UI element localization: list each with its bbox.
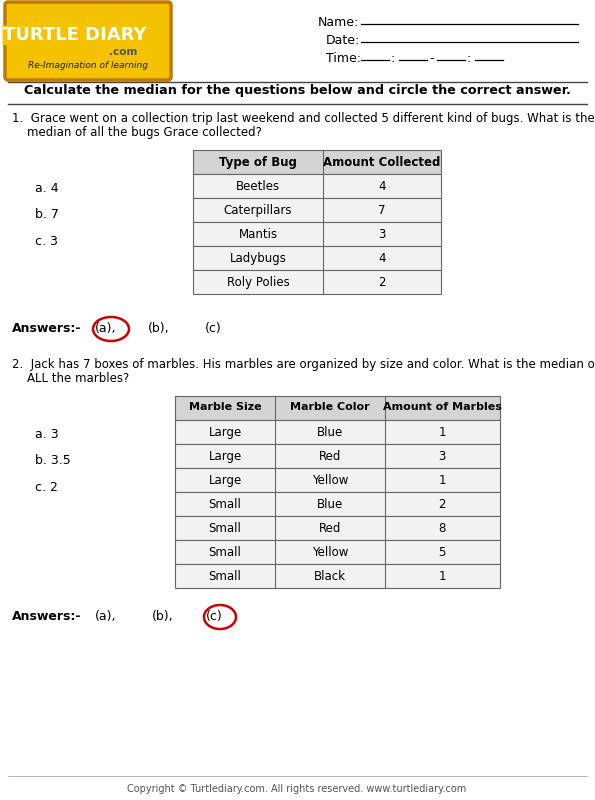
Text: (c): (c) xyxy=(205,322,222,335)
Text: (a),: (a), xyxy=(95,610,117,623)
Text: Re-Imagination of learning: Re-Imagination of learning xyxy=(28,61,148,70)
Text: Large: Large xyxy=(208,450,242,463)
Bar xyxy=(193,198,441,222)
Text: 7: 7 xyxy=(378,204,386,217)
Text: Small: Small xyxy=(209,546,242,559)
Text: Ladybugs: Ladybugs xyxy=(230,252,286,265)
Bar xyxy=(193,246,441,270)
Text: -: - xyxy=(429,52,434,65)
Text: Small: Small xyxy=(209,498,242,511)
Text: Marble Color: Marble Color xyxy=(290,402,370,412)
Text: Mantis: Mantis xyxy=(239,228,277,241)
Text: c. 3: c. 3 xyxy=(35,235,58,248)
Text: (c): (c) xyxy=(206,610,223,623)
Text: .com: .com xyxy=(109,46,137,57)
Text: Large: Large xyxy=(208,474,242,487)
Text: Yellow: Yellow xyxy=(312,546,348,559)
Bar xyxy=(175,516,500,540)
Bar xyxy=(175,564,500,588)
Text: Marble Size: Marble Size xyxy=(189,402,261,412)
Text: 2: 2 xyxy=(378,276,386,289)
Bar xyxy=(175,420,500,444)
Text: Beetles: Beetles xyxy=(236,180,280,193)
Text: ALL the marbles?: ALL the marbles? xyxy=(12,372,129,385)
Text: 4: 4 xyxy=(378,252,386,265)
Text: Answers:-: Answers:- xyxy=(12,610,82,623)
Text: Time:: Time: xyxy=(326,52,361,65)
Text: b. 7: b. 7 xyxy=(35,208,59,222)
Text: (b),: (b), xyxy=(152,610,174,623)
Text: Amount of Marbles: Amount of Marbles xyxy=(383,402,502,412)
Bar xyxy=(175,492,500,516)
Bar xyxy=(193,150,441,174)
Text: Answers:-: Answers:- xyxy=(12,322,82,335)
Text: 4: 4 xyxy=(378,180,386,193)
Text: a. 3: a. 3 xyxy=(35,428,59,441)
Text: 3: 3 xyxy=(439,450,446,463)
Text: Roly Polies: Roly Polies xyxy=(227,276,289,289)
Bar xyxy=(175,468,500,492)
Text: Large: Large xyxy=(208,426,242,439)
Text: b. 3.5: b. 3.5 xyxy=(35,454,71,467)
Text: (b),: (b), xyxy=(148,322,170,335)
Text: a. 4: a. 4 xyxy=(35,182,59,195)
Text: 2.  Jack has 7 boxes of marbles. His marbles are organized by size and color. Wh: 2. Jack has 7 boxes of marbles. His marb… xyxy=(12,358,595,371)
Text: Amount Collected: Amount Collected xyxy=(323,156,441,169)
Text: Blue: Blue xyxy=(317,498,343,511)
Text: 3: 3 xyxy=(378,228,386,241)
Text: (a),: (a), xyxy=(95,322,117,335)
Bar xyxy=(193,222,441,246)
Text: 1: 1 xyxy=(439,426,446,439)
Text: Name:: Name: xyxy=(318,16,359,29)
Text: 1: 1 xyxy=(439,474,446,487)
Text: 8: 8 xyxy=(439,522,446,535)
Text: Blue: Blue xyxy=(317,426,343,439)
Text: Yellow: Yellow xyxy=(312,474,348,487)
Text: Small: Small xyxy=(209,570,242,583)
Text: Small: Small xyxy=(209,522,242,535)
Text: median of all the bugs Grace collected?: median of all the bugs Grace collected? xyxy=(12,126,262,139)
Text: c. 2: c. 2 xyxy=(35,481,58,494)
Text: Caterpillars: Caterpillars xyxy=(224,204,292,217)
Bar xyxy=(193,270,441,294)
Text: Date:: Date: xyxy=(326,34,360,47)
Text: Black: Black xyxy=(314,570,346,583)
FancyBboxPatch shape xyxy=(5,2,171,80)
Bar xyxy=(193,174,441,198)
Text: Copyright © Turtlediary.com. All rights reserved. www.turtlediary.com: Copyright © Turtlediary.com. All rights … xyxy=(127,784,466,794)
Text: Calculate the median for the questions below and circle the correct answer.: Calculate the median for the questions b… xyxy=(24,84,571,97)
Text: TURTLE DIARY: TURTLE DIARY xyxy=(4,26,147,44)
Text: :: : xyxy=(467,52,471,65)
Text: :: : xyxy=(391,52,395,65)
Bar xyxy=(175,540,500,564)
Text: Red: Red xyxy=(319,522,341,535)
Bar xyxy=(175,444,500,468)
Text: 1: 1 xyxy=(439,570,446,583)
Text: Red: Red xyxy=(319,450,341,463)
Text: Type of Bug: Type of Bug xyxy=(219,156,297,169)
Bar xyxy=(175,396,500,420)
Text: 2: 2 xyxy=(439,498,446,511)
Text: 5: 5 xyxy=(439,546,446,559)
Text: 1.  Grace went on a collection trip last weekend and collected 5 different kind : 1. Grace went on a collection trip last … xyxy=(12,112,595,125)
